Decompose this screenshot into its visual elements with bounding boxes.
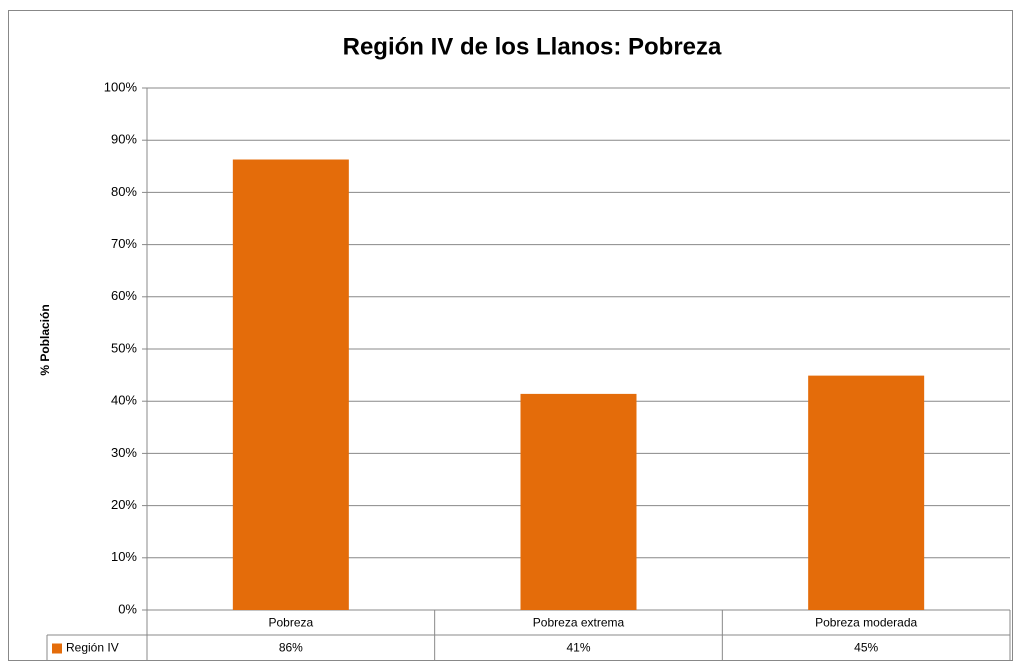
y-tick-label: 50% xyxy=(111,340,137,355)
y-tick-label: 70% xyxy=(111,236,137,251)
legend-label: Región IV xyxy=(66,641,119,655)
chart-title: Región IV de los Llanos: Pobreza xyxy=(343,33,722,60)
y-tick-label: 80% xyxy=(111,184,137,199)
x-tick-label: Pobreza moderada xyxy=(815,616,917,630)
y-tick-label: 100% xyxy=(104,79,138,94)
x-tick-label: Pobreza xyxy=(268,616,313,630)
y-tick-label: 40% xyxy=(111,393,137,408)
y-tick-label: 10% xyxy=(111,549,137,564)
data-label: 86% xyxy=(279,641,303,655)
bar xyxy=(808,375,925,610)
y-tick-label: 30% xyxy=(111,445,137,460)
legend-key xyxy=(52,643,62,654)
y-axis-label: % Población xyxy=(38,304,52,375)
data-label: 41% xyxy=(566,641,590,655)
data-label: 45% xyxy=(854,641,878,655)
y-tick-label: 0% xyxy=(118,601,137,616)
y-tick-label: 90% xyxy=(111,132,137,147)
y-tick-label: 20% xyxy=(111,497,137,512)
bar xyxy=(232,159,349,610)
x-tick-label: Pobreza extrema xyxy=(533,616,625,630)
bar xyxy=(520,393,637,610)
y-tick-label: 60% xyxy=(111,288,137,303)
